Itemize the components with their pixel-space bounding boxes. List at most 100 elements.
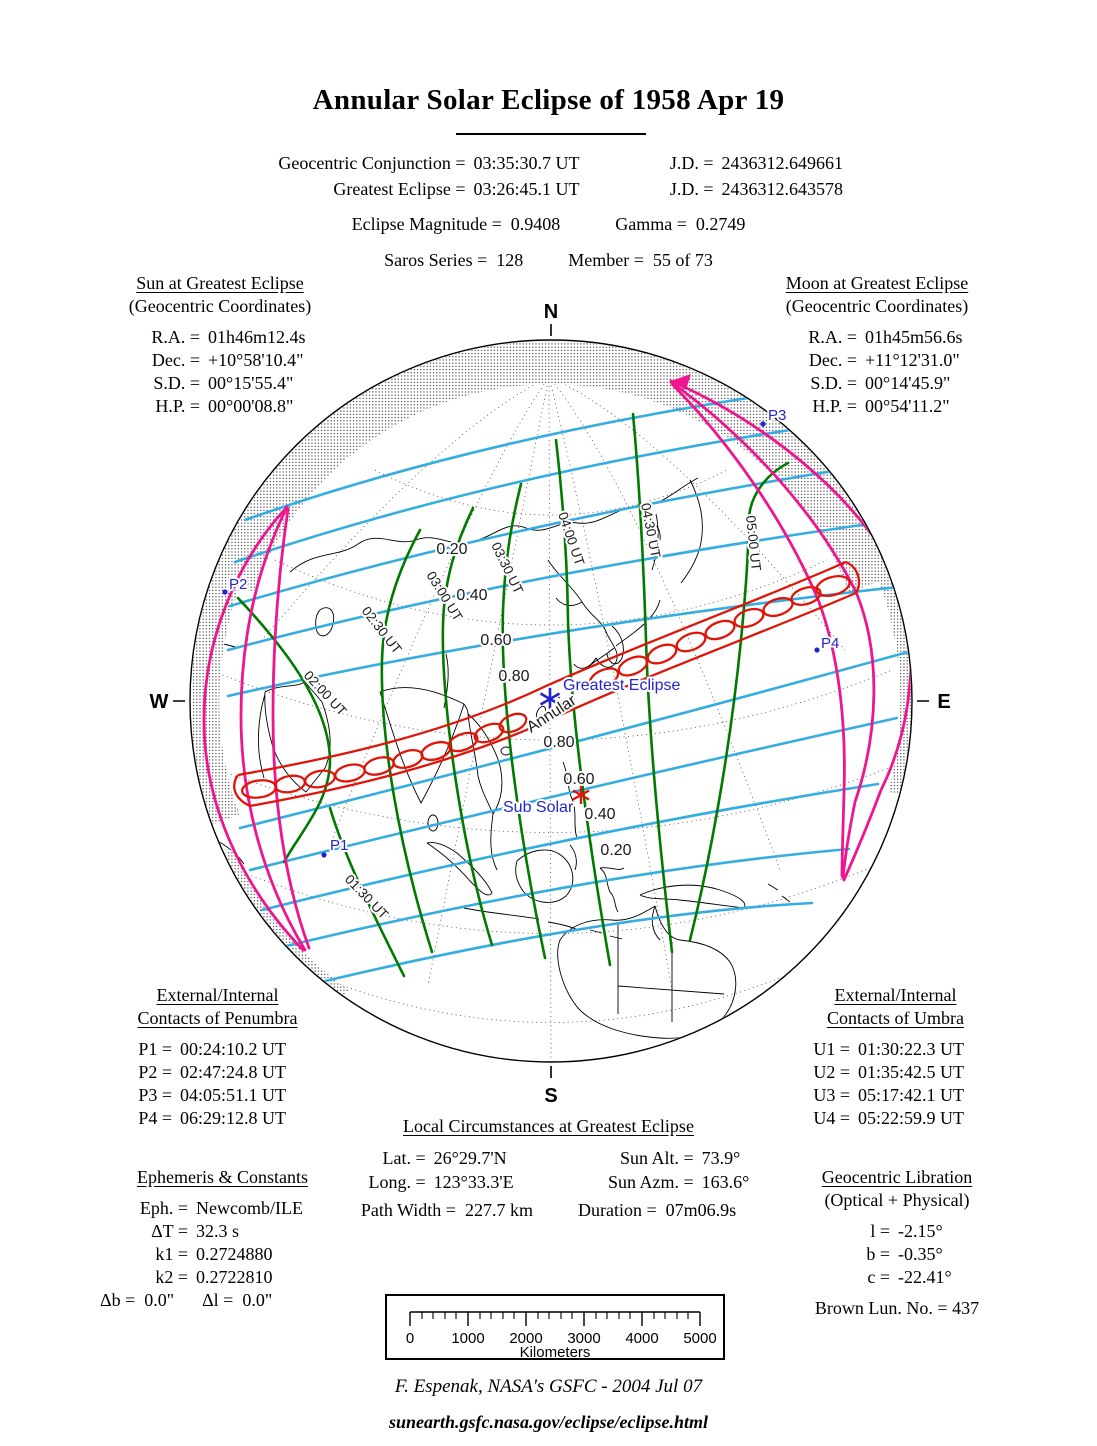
ephemeris-panel: Ephemeris & Constants Eph. = Newcomb/ILE … [100,1166,345,1312]
umbra-contacts-panel: External/Internal Contacts of Umbra U1 =… [788,984,1003,1130]
jd2-label: J.D. = [669,179,714,199]
sun-azm-row: Sun Azm. = 163.6° [607,1172,750,1192]
libration-b-row: b = -0.35° [866,1244,943,1264]
saros-row: Saros Series = 128 Member = 55 of 73 [0,250,1097,271]
libration-panel: Geocentric Libration (Optical + Physical… [782,1166,1012,1320]
sub-solar-label: Sub Solar [503,799,574,816]
delta-t-row: ΔT = 32.3 s [151,1221,240,1241]
conjunction-row: Geocentric Conjunction = 03:35:30.7 UT J… [0,150,1097,176]
magnitude-label: Eclipse Magnitude = [351,214,502,234]
moon-panel: Moon at Greatest Eclipse (Geocentric Coo… [757,272,997,418]
p2-label: P2 [229,576,247,593]
local-heading: Local Circumstances at Greatest Eclipse [403,1116,694,1136]
ut-time-labels: 01:30 UT 02:00 UT 02:30 UT 03:00 UT 03:3… [299,500,766,924]
umbra-heading-2: Contacts of Umbra [827,1008,964,1028]
saros-label: Saros Series = [384,250,488,270]
saros-value: 128 [496,250,524,270]
magnitude-gamma-row: Eclipse Magnitude = 0.9408 Gamma = 0.2749 [0,214,1097,235]
brown-lunation-value: 437 [952,1298,980,1318]
sun-ra-row: R.A. = 01h46m12.4s [151,327,306,347]
moon-hp-row: H.P. = 00°54'11.2" [812,396,950,416]
delta-b-l-row: Δb = 0.0" Δl = 0.0" [100,1289,345,1312]
brown-lunation-row: Brown Lun. No. = 437 [782,1297,1012,1320]
duration-label: Duration = [577,1200,657,1220]
annular-path [233,560,861,808]
ruler-major-ticks [409,1312,701,1326]
delta-b-label: Δb = [100,1290,136,1310]
conjunction-block: Geocentric Conjunction = 03:35:30.7 UT J… [0,150,1097,202]
greatest-eclipse-row: Greatest Eclipse = 03:26:45.1 UT J.D. = … [0,176,1097,202]
jd1-label: J.D. = [669,153,714,173]
k1-row: k1 = 0.2724880 [155,1244,273,1264]
sun-sd-row: S.D. = 00°15'55.4" [153,373,294,393]
scale-bar: 0 1000 2000 3000 4000 5000 Kilometers [385,1294,725,1361]
night-shading [191,341,911,1007]
magnitude-value: 0.9408 [510,214,561,234]
sun-dec-row: Dec. = +10°58'10.4" [151,350,304,370]
sun-hp-row: H.P. = 00°00'08.8" [155,396,294,416]
sri-lanka [427,814,439,832]
gamma-label: Gamma = [615,214,687,234]
p1-row: P1 = 00:24:10.2 UT [138,1039,286,1059]
p1-dot [321,852,327,858]
ephemeris-heading: Ephemeris & Constants [137,1167,308,1187]
svg-text:0.20: 0.20 [436,541,467,558]
penumbra-contacts-panel: External/Internal Contacts of Penumbra P… [110,984,325,1130]
scale-bar-ruler: 0 1000 2000 3000 4000 5000 Kilometers [406,1311,717,1361]
member-label: Member = [568,250,644,270]
compass-north: N [544,301,558,323]
brown-lunation-label: Brown Lun. No. = [814,1298,948,1318]
p2-row: P2 = 02:47:24.8 UT [138,1062,286,1082]
sun-heading: Sun at Greatest Eclipse [136,273,304,293]
libration-c-row: c = -22.41° [867,1267,952,1287]
source-url: sunearth.gsfc.nasa.gov/eclipse/eclipse.h… [389,1412,708,1432]
compass-east: E [937,691,950,713]
moon-ra-row: R.A. = 01h45m56.6s [808,327,963,347]
sun-subheading: (Geocentric Coordinates) [128,296,312,316]
eph-row: Eph. = Newcomb/ILE [139,1198,303,1218]
jd1-value: 2436312.649661 [721,153,844,173]
sub-solar-marker [572,786,590,804]
svg-text:0.40: 0.40 [456,587,487,604]
credit-line: F. Espenak, NASA's GSFC - 2004 Jul 07 [394,1376,703,1397]
u3-row: U3 = 05:17:42.1 UT [813,1085,964,1105]
magnitude-contour-labels-se: 0.80 0.60 0.40 0.20 [541,732,633,861]
globe-outline [189,339,913,1063]
scale-unit-label: Kilometers [520,1344,591,1358]
conjunction-value: 03:35:30.7 UT [473,153,580,173]
sun-alt-row: Sun Alt. = 73.9° [619,1148,741,1168]
svg-text:0.40: 0.40 [584,806,615,823]
svg-text:2000: 2000 [509,1330,542,1347]
local-right-column: Sun Alt. = 73.9° Sun Azm. = 163.6° [589,1146,750,1194]
latitude-row: Lat. = 26°29.7'N [382,1148,507,1168]
p2-dot [222,589,228,595]
libration-subheading: (Optical + Physical) [824,1190,970,1210]
svg-text:5000: 5000 [683,1330,716,1347]
path-width-label: Path Width = [360,1200,456,1220]
compass-ticks [173,324,929,1078]
greatest-eclipse-marker [539,688,561,710]
u2-row: U2 = 01:35:42.5 UT [813,1062,964,1082]
delta-b-value: 0.0" [144,1290,175,1310]
svg-text:1000: 1000 [451,1330,484,1347]
u1-row: U1 = 01:30:22.3 UT [813,1039,964,1059]
p4-dot [814,647,820,653]
member-value: 55 of 73 [652,250,713,270]
contact-point-dots [222,421,820,858]
local-left-column: Lat. = 26°29.7'N Long. = 123°33.3'E [348,1146,514,1194]
svg-text:0.60: 0.60 [480,632,511,649]
svg-text:01:30 UT: 01:30 UT [342,872,391,922]
svg-text:0.20: 0.20 [600,842,631,859]
path-width-value: 227.7 km [464,1200,533,1220]
penumbra-heading-1: External/Internal [156,985,279,1005]
title-rule [456,133,646,135]
greatest-eclipse-time-value: 03:26:45.1 UT [473,179,580,199]
greatest-eclipse-label: Greatest Eclipse [563,677,680,694]
jd2-value: 2436312.643578 [721,179,844,199]
p4-row: P4 = 06:29:12.8 UT [138,1108,286,1128]
coastlines [199,477,791,1039]
svg-text:0: 0 [406,1330,414,1347]
svg-text:0.80: 0.80 [498,668,529,685]
p4-label: P4 [821,635,839,652]
